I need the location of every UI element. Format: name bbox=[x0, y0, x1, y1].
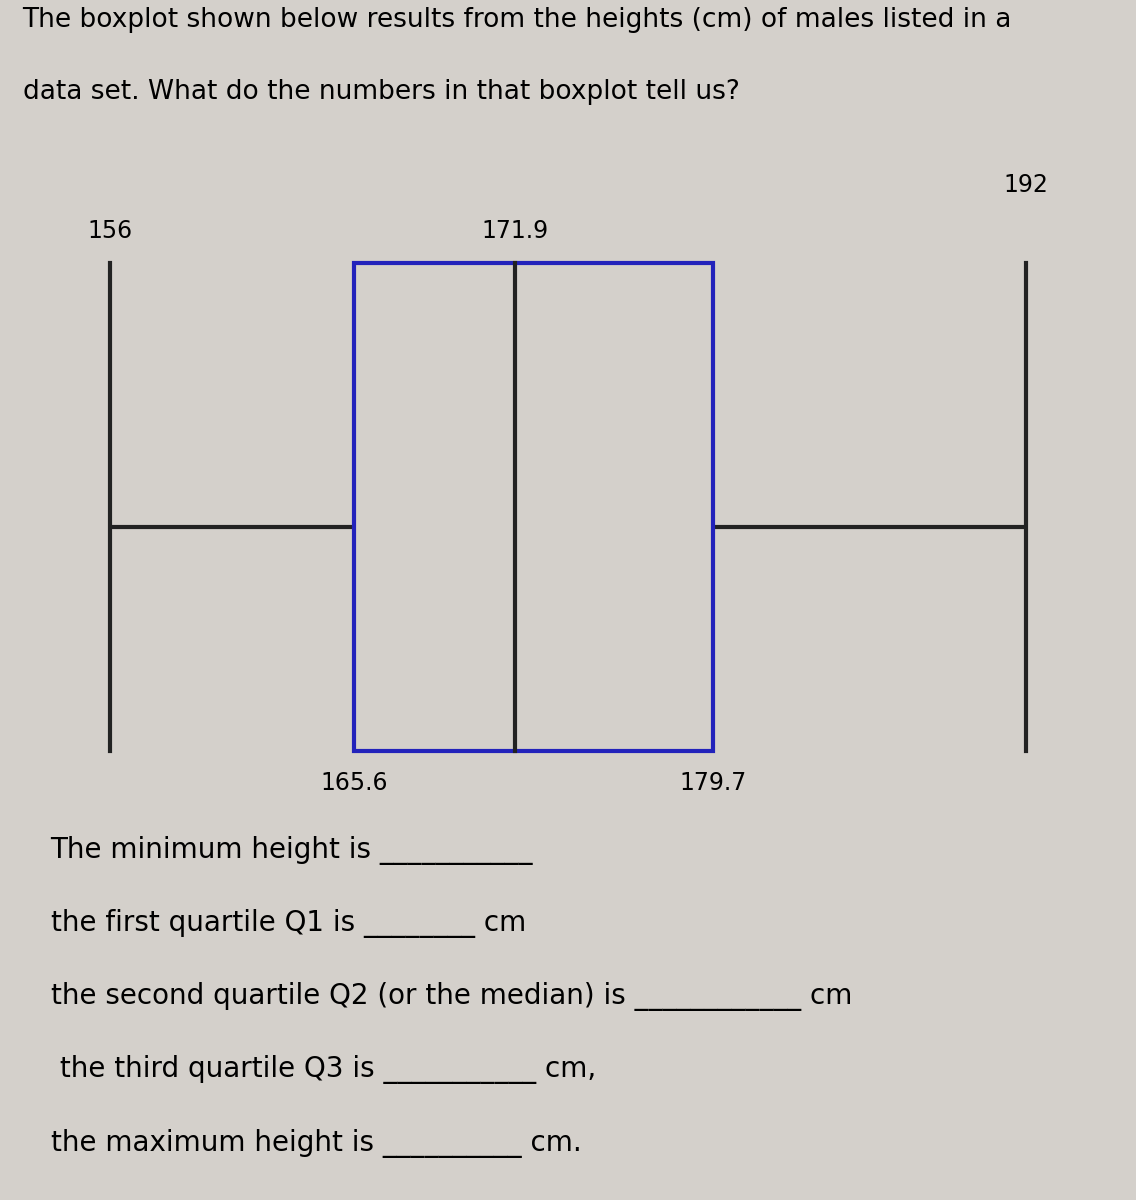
Text: 165.6: 165.6 bbox=[320, 770, 389, 794]
Bar bbox=[354, 263, 713, 751]
Text: the second quartile Q2 (or the median) is ____________ cm: the second quartile Q2 (or the median) i… bbox=[50, 982, 852, 1012]
Text: the third quartile Q3 is ___________ cm,: the third quartile Q3 is ___________ cm, bbox=[50, 1056, 595, 1085]
Text: The boxplot shown below results from the heights (cm) of males listed in a: The boxplot shown below results from the… bbox=[23, 7, 1012, 34]
Text: the first quartile Q1 is ________ cm: the first quartile Q1 is ________ cm bbox=[50, 908, 526, 938]
Text: The minimum height is ___________: The minimum height is ___________ bbox=[50, 835, 533, 865]
Text: 179.7: 179.7 bbox=[679, 770, 746, 794]
Text: 156: 156 bbox=[87, 218, 133, 242]
Text: 192: 192 bbox=[1003, 173, 1049, 197]
Text: data set. What do the numbers in that boxplot tell us?: data set. What do the numbers in that bo… bbox=[23, 79, 740, 106]
Text: the maximum height is __________ cm.: the maximum height is __________ cm. bbox=[50, 1129, 582, 1158]
Text: 171.9: 171.9 bbox=[481, 218, 549, 242]
